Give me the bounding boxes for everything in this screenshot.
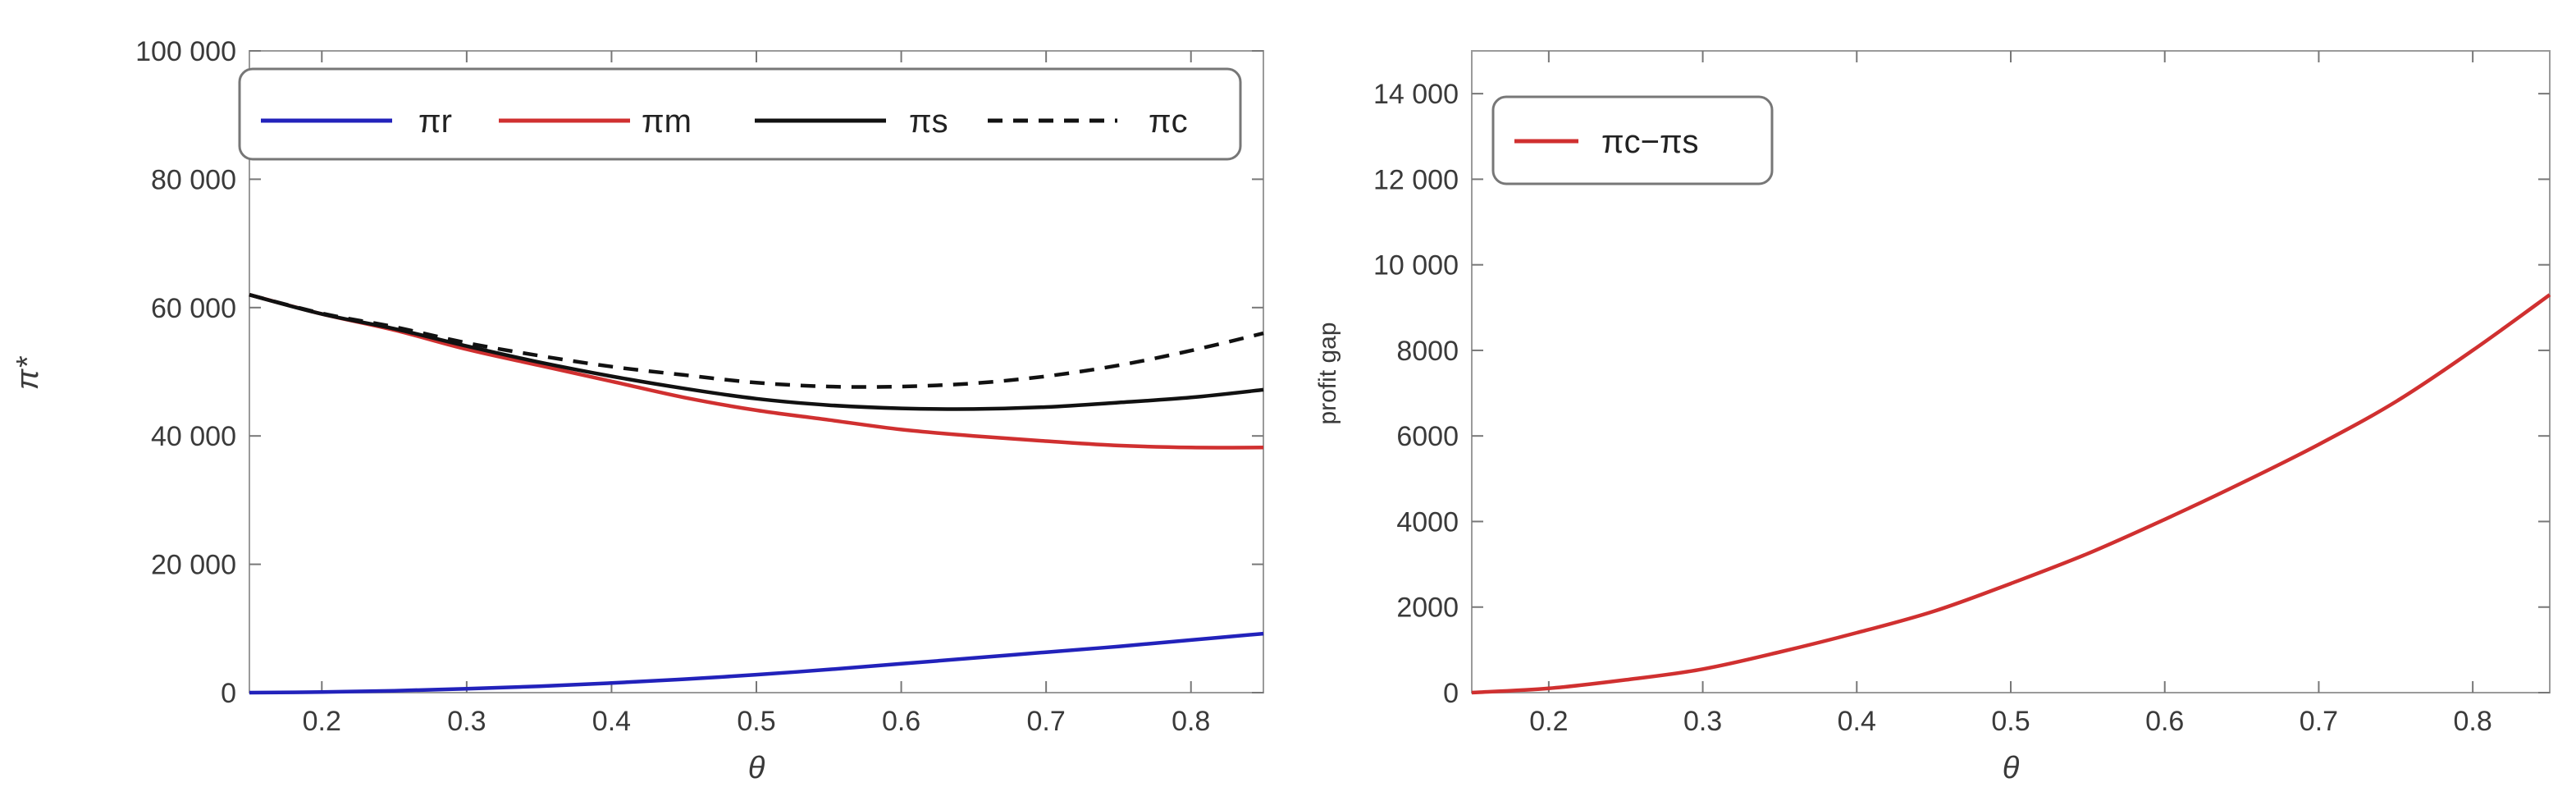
chart-right-legend: πc−πs xyxy=(1491,95,1774,185)
x-tick-label: 0.5 xyxy=(737,706,775,737)
chart-left-ticks: 0.2 0.3 0.4 0.5 0.6 0.7 0.8 0 20 000 40 000 60 000… xyxy=(135,36,1263,737)
series-line xyxy=(249,631,1264,695)
y-tick-label: 20 000 xyxy=(151,550,236,581)
chart-right-legend-box xyxy=(1491,95,1774,185)
x-tick-label: 0.5 xyxy=(1991,706,2030,737)
y-tick-label: 8000 xyxy=(1396,336,1459,367)
legend-label-pi-r: πr xyxy=(418,103,452,140)
chart-left-xlabel: θ xyxy=(748,751,765,785)
chart-left-series xyxy=(249,293,1264,695)
y-tick-label: 0 xyxy=(1443,678,1459,709)
legend-label-pi-c: πc xyxy=(1149,103,1188,140)
y-tick-label: 2000 xyxy=(1396,593,1459,624)
x-tick-label: 0.8 xyxy=(2454,706,2492,737)
chart-right: 0.2 0.3 0.4 0.5 0.6 0.7 0.8 0 2000 4000 6000 8000 10… xyxy=(1314,50,2551,785)
y-tick-label: 14 000 xyxy=(1373,79,1459,110)
y-tick-label: 4000 xyxy=(1396,506,1459,538)
chart-right-ticks: 0.2 0.3 0.4 0.5 0.6 0.7 0.8 0 2000 4000 6000 8000 10… xyxy=(1373,51,2550,737)
chart-right-xlabel: θ xyxy=(2003,751,2020,785)
x-tick-label: 0.6 xyxy=(882,706,920,737)
y-tick-label: 0 xyxy=(221,678,236,709)
legend-label-pi-m: πm xyxy=(642,103,692,140)
x-tick-label: 0.7 xyxy=(1027,706,1066,737)
x-tick-label: 0.4 xyxy=(592,706,631,737)
series-line xyxy=(249,293,1264,450)
series-line xyxy=(1471,293,2551,695)
chart-left: 0.2 0.3 0.4 0.5 0.6 0.7 0.8 0 20 000 40 000 60 000… xyxy=(11,36,1264,785)
chart-left-legend: πr πm πs πc xyxy=(238,67,1242,161)
chart-left-legend-box xyxy=(238,67,1242,161)
x-tick-label: 0.6 xyxy=(2145,706,2184,737)
x-tick-label: 0.4 xyxy=(1838,706,1876,737)
chart-right-series xyxy=(1471,293,2551,695)
x-tick-label: 0.3 xyxy=(1683,706,1722,737)
series-line xyxy=(249,293,1264,389)
x-tick-label: 0.2 xyxy=(303,706,341,737)
y-tick-label: 100 000 xyxy=(135,36,236,67)
y-tick-label: 80 000 xyxy=(151,164,236,195)
legend-label-pi-s: πs xyxy=(909,103,948,140)
x-tick-label: 0.2 xyxy=(1529,706,1568,737)
chart-left-ylabel: π* xyxy=(11,356,45,390)
series-line xyxy=(249,293,1264,411)
x-tick-label: 0.7 xyxy=(2300,706,2338,737)
y-tick-label: 10 000 xyxy=(1373,250,1459,281)
y-tick-label: 60 000 xyxy=(151,293,236,324)
legend-label-pi-c-minus-pi-s: πc−πs xyxy=(1601,124,1699,160)
x-tick-label: 0.8 xyxy=(1172,706,1210,737)
y-tick-label: 40 000 xyxy=(151,421,236,452)
y-tick-label: 6000 xyxy=(1396,421,1459,452)
chart-right-ylabel: profit gap xyxy=(1314,322,1341,424)
x-tick-label: 0.3 xyxy=(447,706,486,737)
y-tick-label: 12 000 xyxy=(1373,164,1459,195)
